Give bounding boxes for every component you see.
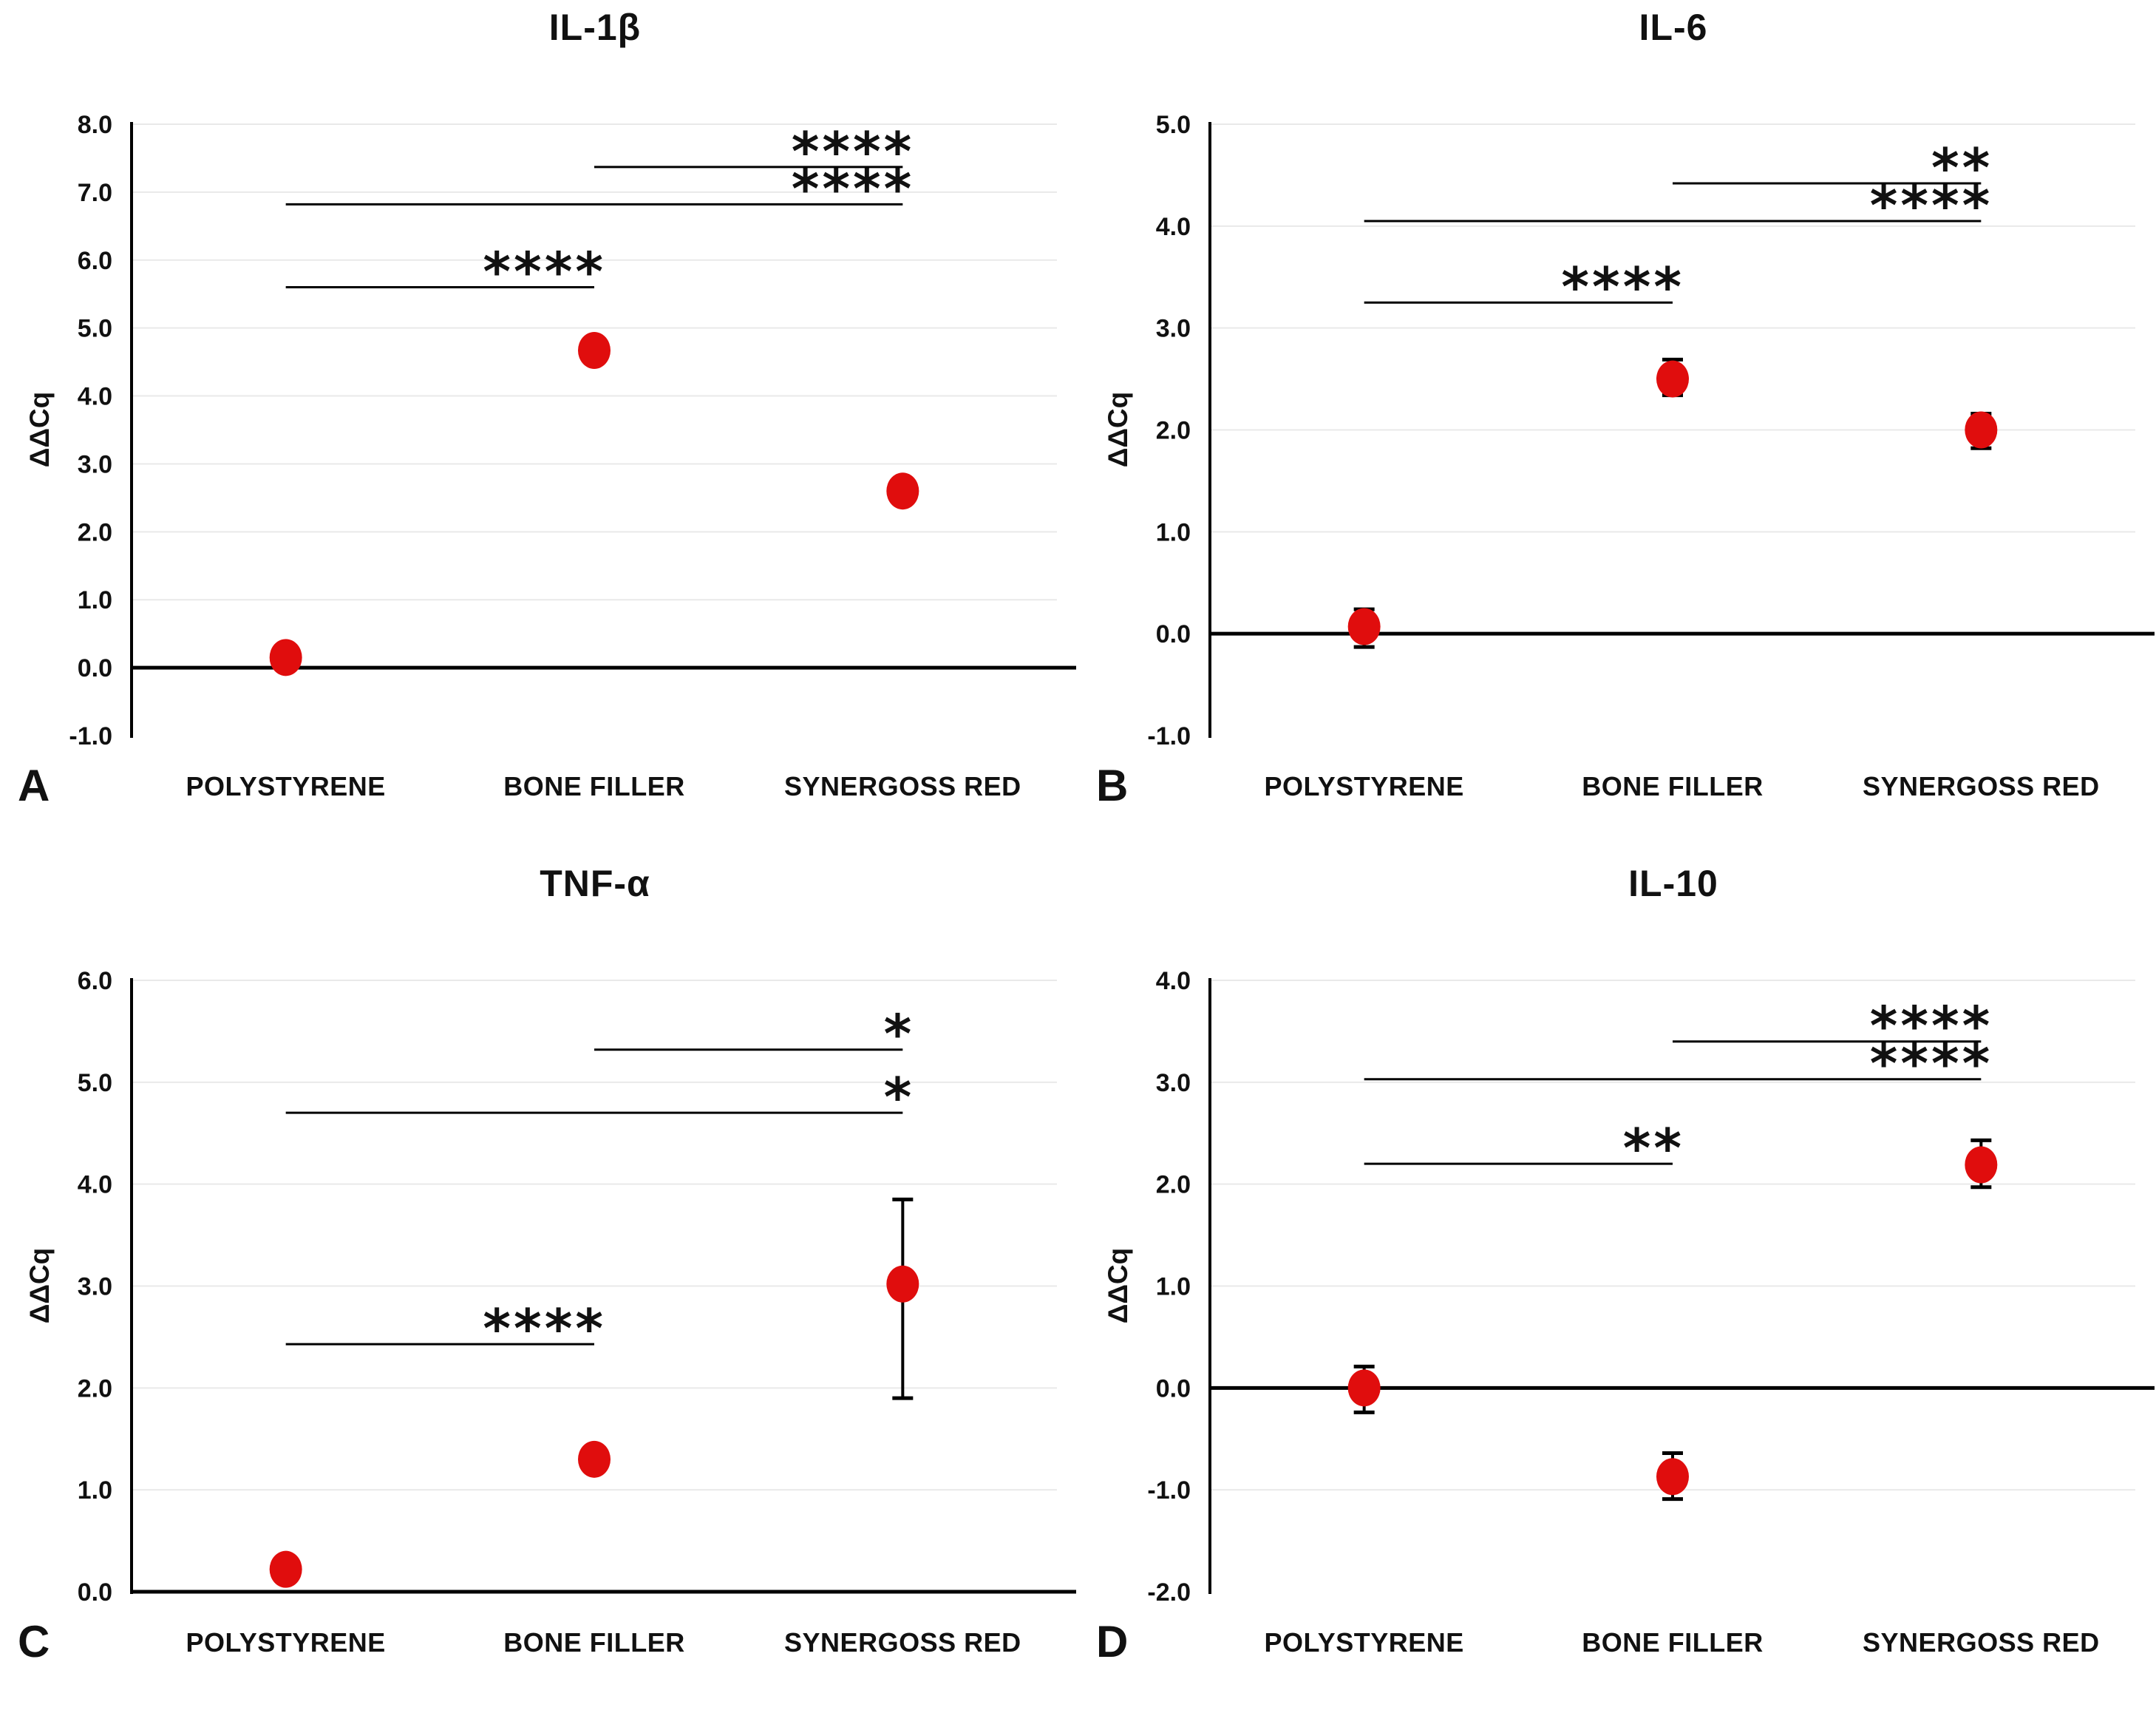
- y-tick-label: 3.0: [1156, 315, 1191, 343]
- data-point-marker: [578, 331, 611, 369]
- y-tick-label: 4.0: [1156, 213, 1191, 241]
- data-point-marker: [1656, 360, 1689, 398]
- panel-a-il1b: IL-1β ΔΔCq 8.0 7.0 6.0 5.0 4.0 3.0 2.0 1.0 0.0 -1…: [0, 0, 1078, 856]
- x-category-label: SYNERGOSS RED: [784, 771, 1021, 801]
- significance-stars: ****: [1870, 174, 1993, 237]
- panel-b-il6: IL-6 ΔΔCq 5.0 4.0 3.0 2.0 1.0 0.0 -1.0 **** ****…: [1078, 0, 2156, 856]
- panel-letter-b: B: [1096, 761, 1129, 810]
- panel-c-tnfa: TNF-α ΔΔCq 6.0 5.0 4.0 3.0 2.0 1.0 0.0 **** * * PO…: [0, 856, 1078, 1712]
- data-point-marker: [1965, 1146, 1998, 1184]
- significance-stars: *: [884, 1066, 915, 1128]
- x-category-label: POLYSTYRENE: [1265, 1627, 1464, 1658]
- y-tick-label: 5.0: [78, 315, 112, 343]
- y-tick-label: 0.0: [78, 1578, 112, 1607]
- panel-letter-c: C: [18, 1617, 50, 1666]
- y-tick-label: 1.0: [78, 586, 112, 614]
- significance-stars: ****: [483, 1298, 606, 1360]
- y-tick-label: -2.0: [1147, 1578, 1191, 1607]
- y-tick-label: 0.0: [1156, 1374, 1191, 1402]
- y-tick-label: -1.0: [1147, 1476, 1191, 1505]
- y-tick-label: 1.0: [1156, 1273, 1191, 1301]
- y-tick-label: 4.0: [78, 383, 112, 411]
- data-point-marker: [886, 472, 919, 510]
- plot-area-il10: 4.03.02.01.00.0-1.0-2.0**********POLYSTY…: [1147, 967, 2155, 1658]
- y-tick-label: 6.0: [78, 967, 112, 995]
- y-tick-label: 7.0: [78, 179, 112, 207]
- plot-area-il1b: 8.07.06.05.04.03.02.01.00.0-1.0*********…: [69, 111, 1076, 801]
- panel-letter-a: A: [18, 761, 50, 810]
- data-point-marker: [1347, 608, 1381, 645]
- data-point-marker: [269, 639, 302, 676]
- x-category-label: BONE FILLER: [503, 771, 685, 801]
- x-category-label: SYNERGOSS RED: [1863, 1627, 2100, 1658]
- data-point-marker: [1347, 1369, 1381, 1407]
- significance-stars: ****: [792, 157, 915, 220]
- significance-stars: **: [1931, 137, 1993, 199]
- panel-letter-d: D: [1096, 1617, 1129, 1666]
- y-tick-label: 8.0: [78, 111, 112, 139]
- plot-area-il6: 5.04.03.02.01.00.0-1.0**********POLYSTYR…: [1147, 111, 2155, 801]
- x-category-label: SYNERGOSS RED: [1863, 771, 2100, 801]
- significance-stars: *: [884, 1003, 915, 1065]
- y-tick-label: 0.0: [78, 654, 112, 682]
- significance-stars: ****: [1870, 1033, 1993, 1095]
- significance-stars: ****: [483, 241, 606, 303]
- x-category-label: BONE FILLER: [503, 1627, 685, 1658]
- y-tick-label: 5.0: [1156, 111, 1191, 139]
- significance-stars: ****: [1870, 995, 1993, 1057]
- x-category-label: SYNERGOSS RED: [784, 1627, 1021, 1658]
- significance-stars: ****: [792, 121, 915, 183]
- data-point-marker: [1656, 1458, 1689, 1496]
- data-point-marker: [1965, 411, 1998, 449]
- y-tick-label: 6.0: [78, 247, 112, 275]
- y-tick-label: 4.0: [1156, 967, 1191, 995]
- data-point-marker: [269, 1550, 302, 1588]
- data-point-marker: [886, 1265, 919, 1303]
- data-point-marker: [578, 1440, 611, 1478]
- significance-stars: ****: [1561, 256, 1684, 318]
- chart-title-il10: IL-10: [1628, 863, 1718, 904]
- y-tick-label: 2.0: [78, 518, 112, 546]
- y-tick-label: 2.0: [78, 1374, 112, 1402]
- x-category-label: BONE FILLER: [1582, 771, 1764, 801]
- y-tick-label: 3.0: [78, 1273, 112, 1301]
- chart-title-il1b: IL-1β: [548, 7, 642, 48]
- x-category-label: BONE FILLER: [1582, 1627, 1764, 1658]
- x-category-label: POLYSTYRENE: [186, 1627, 386, 1658]
- significance-stars: **: [1623, 1117, 1684, 1179]
- y-tick-label: 1.0: [78, 1476, 112, 1505]
- x-category-label: POLYSTYRENE: [186, 771, 386, 801]
- y-tick-label: 4.0: [78, 1171, 112, 1199]
- y-tick-label: -1.0: [1147, 722, 1191, 750]
- chart-title-il6: IL-6: [1639, 7, 1708, 48]
- y-tick-label: 1.0: [1156, 518, 1191, 546]
- x-category-label: POLYSTYRENE: [1265, 771, 1464, 801]
- plot-area-tnfa: 6.05.04.03.02.01.00.0******POLYSTYRENE BO…: [78, 967, 1076, 1658]
- y-tick-label: 2.0: [1156, 1171, 1191, 1199]
- y-tick-label: 3.0: [1156, 1069, 1191, 1097]
- y-tick-label: 0.0: [1156, 620, 1191, 648]
- y-tick-label: 5.0: [78, 1069, 112, 1097]
- chart-title-tnfa: TNF-α: [540, 863, 650, 904]
- y-tick-label: 3.0: [78, 450, 112, 478]
- panel-d-il10: IL-10 ΔΔCq 4.0 3.0 2.0 1.0 0.0 -1.0 -2.0 ** ****…: [1078, 856, 2156, 1712]
- y-tick-label: -1.0: [69, 722, 112, 750]
- y-tick-label: 2.0: [1156, 417, 1191, 445]
